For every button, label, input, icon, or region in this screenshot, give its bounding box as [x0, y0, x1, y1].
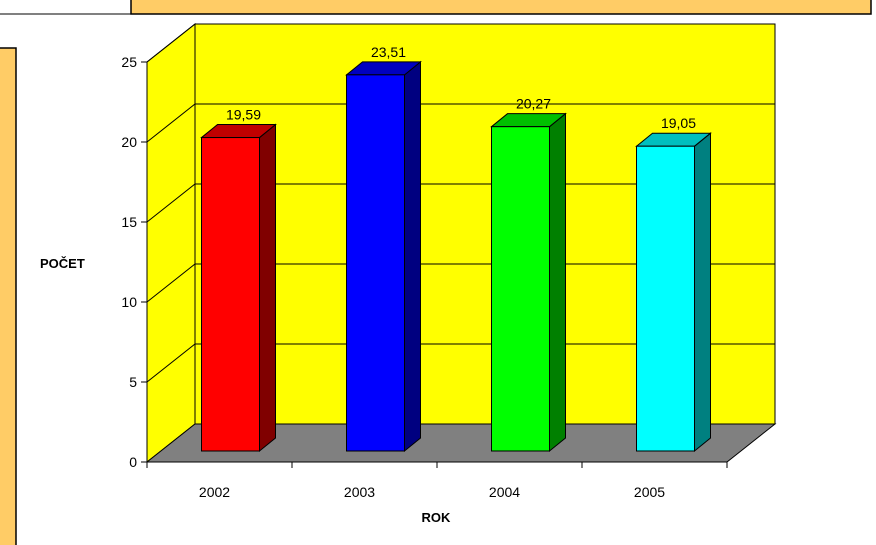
bar-side [404, 60, 421, 453]
gridline-10 [146, 263, 775, 303]
y-tick-label: 10 [121, 294, 137, 310]
data-label: 19,59 [226, 107, 261, 123]
gridline-15 [146, 183, 775, 223]
chart-walls [145, 22, 777, 464]
y-tick-label: 5 [129, 374, 137, 390]
data-labels: 19,59 23,51 20,27 19,05 [226, 44, 696, 131]
y-tick-label: 20 [121, 134, 137, 150]
bar-2003 [345, 60, 422, 453]
y-axis-title: POČET [40, 256, 85, 271]
data-label: 23,51 [371, 44, 406, 60]
gridline-20 [146, 103, 775, 143]
frame-top-panel [130, 0, 872, 15]
x-axis-title: ROK [422, 510, 452, 525]
bar-side [549, 112, 566, 453]
data-label: 20,27 [516, 96, 551, 112]
x-tick-label: 2003 [344, 484, 375, 500]
bar-2005 [635, 132, 712, 453]
bar-side [259, 123, 276, 453]
y-tick-label: 25 [121, 54, 137, 70]
y-tick-label: 15 [121, 214, 137, 230]
bars [200, 60, 712, 453]
bar-side [694, 132, 711, 453]
bar-front [346, 74, 405, 452]
x-tick-label: 2002 [199, 484, 230, 500]
x-tick-label: 2005 [634, 484, 665, 500]
gridline-5 [146, 343, 775, 383]
y-tick-label: 0 [129, 454, 137, 470]
bar-2002 [200, 123, 277, 453]
x-tick-label: 2004 [489, 484, 520, 500]
gridline-25 [146, 23, 775, 63]
frame-left-panel [0, 47, 17, 545]
side-wall [146, 22, 196, 464]
bar-front [636, 145, 695, 452]
bar-2004 [490, 112, 567, 453]
bar-front [491, 126, 550, 452]
data-label: 19,05 [661, 115, 696, 131]
gridlines [146, 23, 775, 383]
tick-labels: 0 5 10 15 20 25 2002 2003 2004 2005 [121, 54, 665, 500]
bar-front [201, 137, 260, 452]
axes [141, 61, 728, 468]
